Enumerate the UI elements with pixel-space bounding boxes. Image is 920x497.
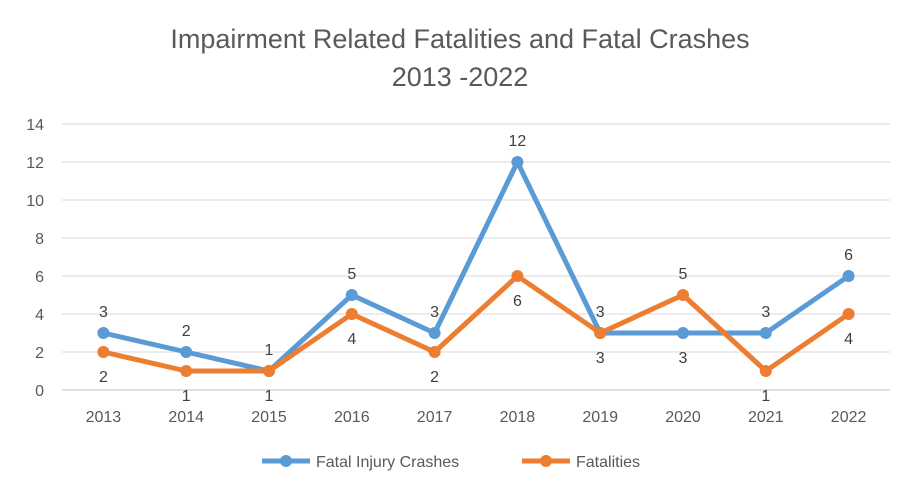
data-point	[345, 308, 358, 320]
data-labels: 3 2 2 1 1 1 5 4 3 2 12 6 3 3 3 5 3 1 6 4	[99, 133, 853, 405]
data-label: 3	[596, 350, 605, 367]
x-tick-label: 2013	[86, 409, 122, 426]
data-point	[677, 289, 689, 301]
data-label: 6	[844, 247, 853, 264]
data-point	[263, 365, 275, 377]
data-point	[759, 365, 772, 377]
data-label: 3	[430, 304, 439, 321]
data-label: 3	[679, 350, 688, 367]
x-tick-label: 2016	[334, 409, 370, 426]
data-label: 4	[347, 331, 356, 348]
data-label: 3	[99, 304, 108, 321]
data-point	[511, 270, 524, 282]
x-tick-label: 2014	[168, 409, 204, 426]
x-tick-label: 2021	[748, 409, 784, 426]
data-label: 2	[430, 369, 439, 386]
y-tick-label: 10	[26, 193, 44, 210]
data-label: 5	[679, 266, 688, 283]
x-tick-label: 2015	[251, 409, 287, 426]
data-point	[97, 346, 110, 358]
y-tick-label: 6	[35, 269, 44, 286]
series-line	[100, 273, 852, 374]
legend-item: Fatalities	[522, 454, 640, 471]
data-label: 3	[596, 304, 605, 321]
data-label: 12	[509, 133, 527, 150]
legend: Fatal Injury Crashes Fatalities	[262, 454, 640, 471]
series-layer	[97, 156, 855, 377]
data-label: 5	[347, 266, 356, 283]
legend-marker	[540, 455, 552, 467]
series-line	[100, 159, 852, 374]
data-point	[594, 327, 607, 339]
data-label: 1	[761, 388, 770, 405]
data-point	[842, 270, 855, 282]
data-point	[511, 156, 524, 168]
data-label: 4	[844, 331, 853, 348]
legend-label: Fatalities	[576, 454, 640, 471]
data-point	[428, 346, 441, 358]
data-point	[428, 327, 441, 339]
y-tick-label: 14	[26, 117, 44, 134]
data-point	[345, 289, 358, 301]
series-fatal-injury-crashes	[97, 156, 855, 377]
x-tick-label: 2018	[500, 409, 536, 426]
data-point	[677, 327, 689, 339]
x-tick-label: 2022	[831, 409, 867, 426]
data-point	[759, 327, 772, 339]
data-label: 6	[513, 293, 522, 310]
x-tick-label: 2019	[582, 409, 618, 426]
data-label: 1	[265, 342, 274, 359]
y-tick-label: 2	[35, 345, 44, 362]
data-label: 2	[99, 369, 108, 386]
data-point	[180, 365, 193, 377]
data-label: 3	[761, 304, 770, 321]
data-point	[180, 346, 193, 358]
data-point	[97, 327, 110, 339]
y-tick-label: 0	[35, 383, 44, 400]
chart-subtitle: 2013 -2022	[392, 62, 529, 92]
y-tick-label: 4	[35, 307, 44, 324]
y-tick-label: 12	[26, 155, 44, 172]
y-tick-label: 8	[35, 231, 44, 248]
x-tick-label: 2020	[665, 409, 701, 426]
series-fatalities	[97, 270, 855, 377]
legend-label: Fatal Injury Crashes	[316, 454, 459, 471]
data-label: 1	[182, 388, 191, 405]
data-label: 2	[182, 323, 191, 340]
legend-item: Fatal Injury Crashes	[262, 454, 459, 471]
data-point	[842, 308, 855, 320]
x-tick-label: 2017	[417, 409, 453, 426]
chart-title: Impairment Related Fatalities and Fatal …	[170, 24, 749, 54]
data-label: 1	[265, 388, 274, 405]
legend-marker	[280, 455, 292, 467]
